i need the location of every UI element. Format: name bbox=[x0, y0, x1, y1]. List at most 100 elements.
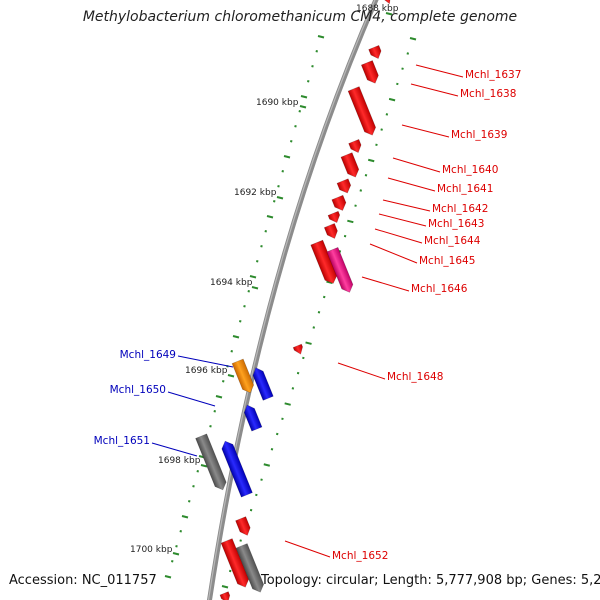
gene-mchl-1645[interactable] bbox=[310, 239, 340, 286]
scale-ring-outer-dot bbox=[221, 585, 229, 589]
scale-ring-inner-dot bbox=[307, 80, 310, 83]
gene-label[interactable]: Mchl_1638 bbox=[460, 88, 516, 100]
gene-mchl-1649-a[interactable] bbox=[231, 358, 256, 395]
scale-ring-inner-dot bbox=[300, 95, 308, 99]
gene-label[interactable]: Mchl_1652 bbox=[332, 550, 388, 562]
scale-ring-outer-dot bbox=[367, 158, 375, 163]
scale-tick-label: 1696 kbp bbox=[185, 366, 228, 376]
scale-tick-mark bbox=[299, 105, 307, 109]
gene-label[interactable]: Mchl_1640 bbox=[442, 164, 498, 176]
scale-ring-outer-dot bbox=[305, 341, 312, 345]
gene-label[interactable]: Mchl_1642 bbox=[432, 203, 488, 215]
scale-tick-label: 1688 kbp bbox=[356, 4, 399, 14]
scale-ring-outer-dot bbox=[375, 143, 378, 147]
gene-label-leader bbox=[392, 157, 441, 173]
scale-ring-outer-dot bbox=[359, 189, 363, 192]
scale-dots bbox=[164, 35, 417, 589]
gene-label[interactable]: Mchl_1641 bbox=[437, 183, 493, 195]
gene-label-leader bbox=[387, 177, 436, 192]
scale-ring-outer-dot bbox=[284, 402, 291, 406]
gene-label-leader bbox=[337, 362, 386, 380]
scale-ring-outer-dot bbox=[317, 311, 321, 314]
gene-mchl-1643[interactable] bbox=[331, 194, 348, 212]
scale-ring-outer-dot bbox=[409, 37, 417, 41]
gene-mchl-1652-c[interactable] bbox=[235, 543, 266, 595]
scale-ring-outer-dot bbox=[275, 432, 279, 436]
scale-ring-inner-dot bbox=[196, 470, 199, 473]
scale-tick-mark bbox=[385, 12, 393, 16]
scale-ring-inner-dot bbox=[243, 305, 246, 308]
gene-label-leader bbox=[401, 124, 450, 138]
gene-mchl-1641[interactable] bbox=[340, 152, 361, 180]
scale-ring-inner-dot bbox=[311, 65, 314, 68]
scale-tick-label: 1694 kbp bbox=[210, 278, 253, 288]
gene-mchl-1638[interactable] bbox=[360, 60, 380, 86]
scale-ring-inner-dot bbox=[264, 230, 267, 233]
gene-mchl-1649-b[interactable] bbox=[251, 366, 274, 401]
gene-label-leader bbox=[361, 276, 410, 292]
gene-mchl-1651-b[interactable] bbox=[220, 439, 253, 498]
gene-label[interactable]: Mchl_1643 bbox=[428, 218, 484, 230]
gene-mchl-1646[interactable] bbox=[326, 247, 355, 294]
scale-ring-outer-dot bbox=[354, 204, 357, 207]
gene-mchl-1652-a[interactable] bbox=[235, 516, 253, 538]
gene-label-leader bbox=[415, 64, 464, 78]
scale-ring-inner-dot bbox=[239, 320, 242, 323]
scale-ring-outer-dot bbox=[228, 569, 232, 573]
scale-ring-inner-dot bbox=[247, 290, 250, 293]
gene-label[interactable]: Mchl_1645 bbox=[419, 255, 475, 267]
scale-ring-inner-dot bbox=[283, 155, 291, 159]
genome-backbone-highlight bbox=[207, 0, 376, 600]
gene-label[interactable]: Mchl_1646 bbox=[411, 283, 468, 295]
gene-bottom-a[interactable] bbox=[219, 591, 232, 600]
gene-mchl-1648[interactable] bbox=[292, 343, 305, 356]
scale-ring-outer-dot bbox=[249, 508, 253, 512]
scale-ring-inner-dot bbox=[209, 425, 212, 428]
gene-top-a[interactable] bbox=[382, 0, 392, 5]
gene-mchl-1637[interactable] bbox=[368, 44, 384, 60]
gene-mchl-1652-b[interactable] bbox=[220, 538, 251, 590]
scale-ring-outer-dot bbox=[255, 493, 258, 497]
label-leaders bbox=[151, 64, 464, 558]
gene-label[interactable]: Mchl_1637 bbox=[465, 69, 521, 81]
gene-mchl-1650[interactable] bbox=[242, 403, 263, 432]
gene-label[interactable]: Mchl_1649 bbox=[120, 349, 176, 361]
scale-ring-outer-dot bbox=[291, 387, 295, 390]
scale-ring-outer-dot bbox=[385, 113, 389, 116]
scale-tick-label: 1692 kbp bbox=[234, 188, 277, 198]
scale-tick-mark bbox=[251, 286, 259, 290]
scale-ring-outer-dot bbox=[326, 280, 333, 285]
scale-ring-outer-dot bbox=[263, 463, 271, 467]
scale-ring-inner-dot bbox=[290, 140, 293, 143]
scale-ring-outer-dot bbox=[270, 448, 274, 451]
scale-ring-outer-dot bbox=[396, 82, 399, 86]
scale-ring-inner-dot bbox=[222, 380, 225, 383]
genome-title: Methylobacterium chloromethanicum CM4, c… bbox=[82, 9, 518, 25]
gene-mchl-1640[interactable] bbox=[348, 138, 364, 154]
gene-mchl-1644-a[interactable] bbox=[327, 210, 342, 224]
gene-label[interactable]: Mchl_1648 bbox=[387, 371, 443, 383]
scale-ticks: 1688 kbp 1690 kbp 1692 kbp 1694 kbp 1696 kbp… bbox=[130, 4, 399, 556]
scale-ring-outer-dot bbox=[260, 478, 263, 481]
scale-ring-inner-dot bbox=[179, 530, 182, 533]
scale-ring-outer-dot bbox=[281, 417, 284, 421]
scale-ring-inner-dot bbox=[273, 200, 276, 203]
gene-label[interactable]: Mchl_1651 bbox=[94, 435, 150, 447]
accession-text: Accession: NC_011757 bbox=[9, 573, 157, 588]
scale-ring-inner-dot bbox=[281, 170, 284, 173]
gene-label-leader bbox=[378, 213, 427, 227]
gene-mchl-1642[interactable] bbox=[336, 178, 353, 196]
gene-label[interactable]: Mchl_1644 bbox=[424, 235, 481, 247]
scale-ring-outer-dot bbox=[406, 52, 410, 55]
scale-ring-inner-dot bbox=[164, 575, 172, 579]
scale-ring-inner-dot bbox=[256, 260, 259, 263]
gene-label[interactable]: Mchl_1639 bbox=[451, 129, 507, 141]
gene-mchl-1644-b[interactable] bbox=[323, 223, 339, 240]
scale-ring-inner-dot bbox=[277, 185, 280, 188]
scale-ring-inner-dot bbox=[266, 215, 274, 219]
gene-label[interactable]: Mchl_1650 bbox=[110, 384, 166, 396]
gene-mchl-1651-a[interactable] bbox=[195, 433, 229, 492]
gene-labels: Mchl_1637 Mchl_1638 Mchl_1639 Mchl_1640 Mchl… bbox=[94, 69, 522, 562]
gene-mchl-1639[interactable] bbox=[347, 86, 378, 138]
